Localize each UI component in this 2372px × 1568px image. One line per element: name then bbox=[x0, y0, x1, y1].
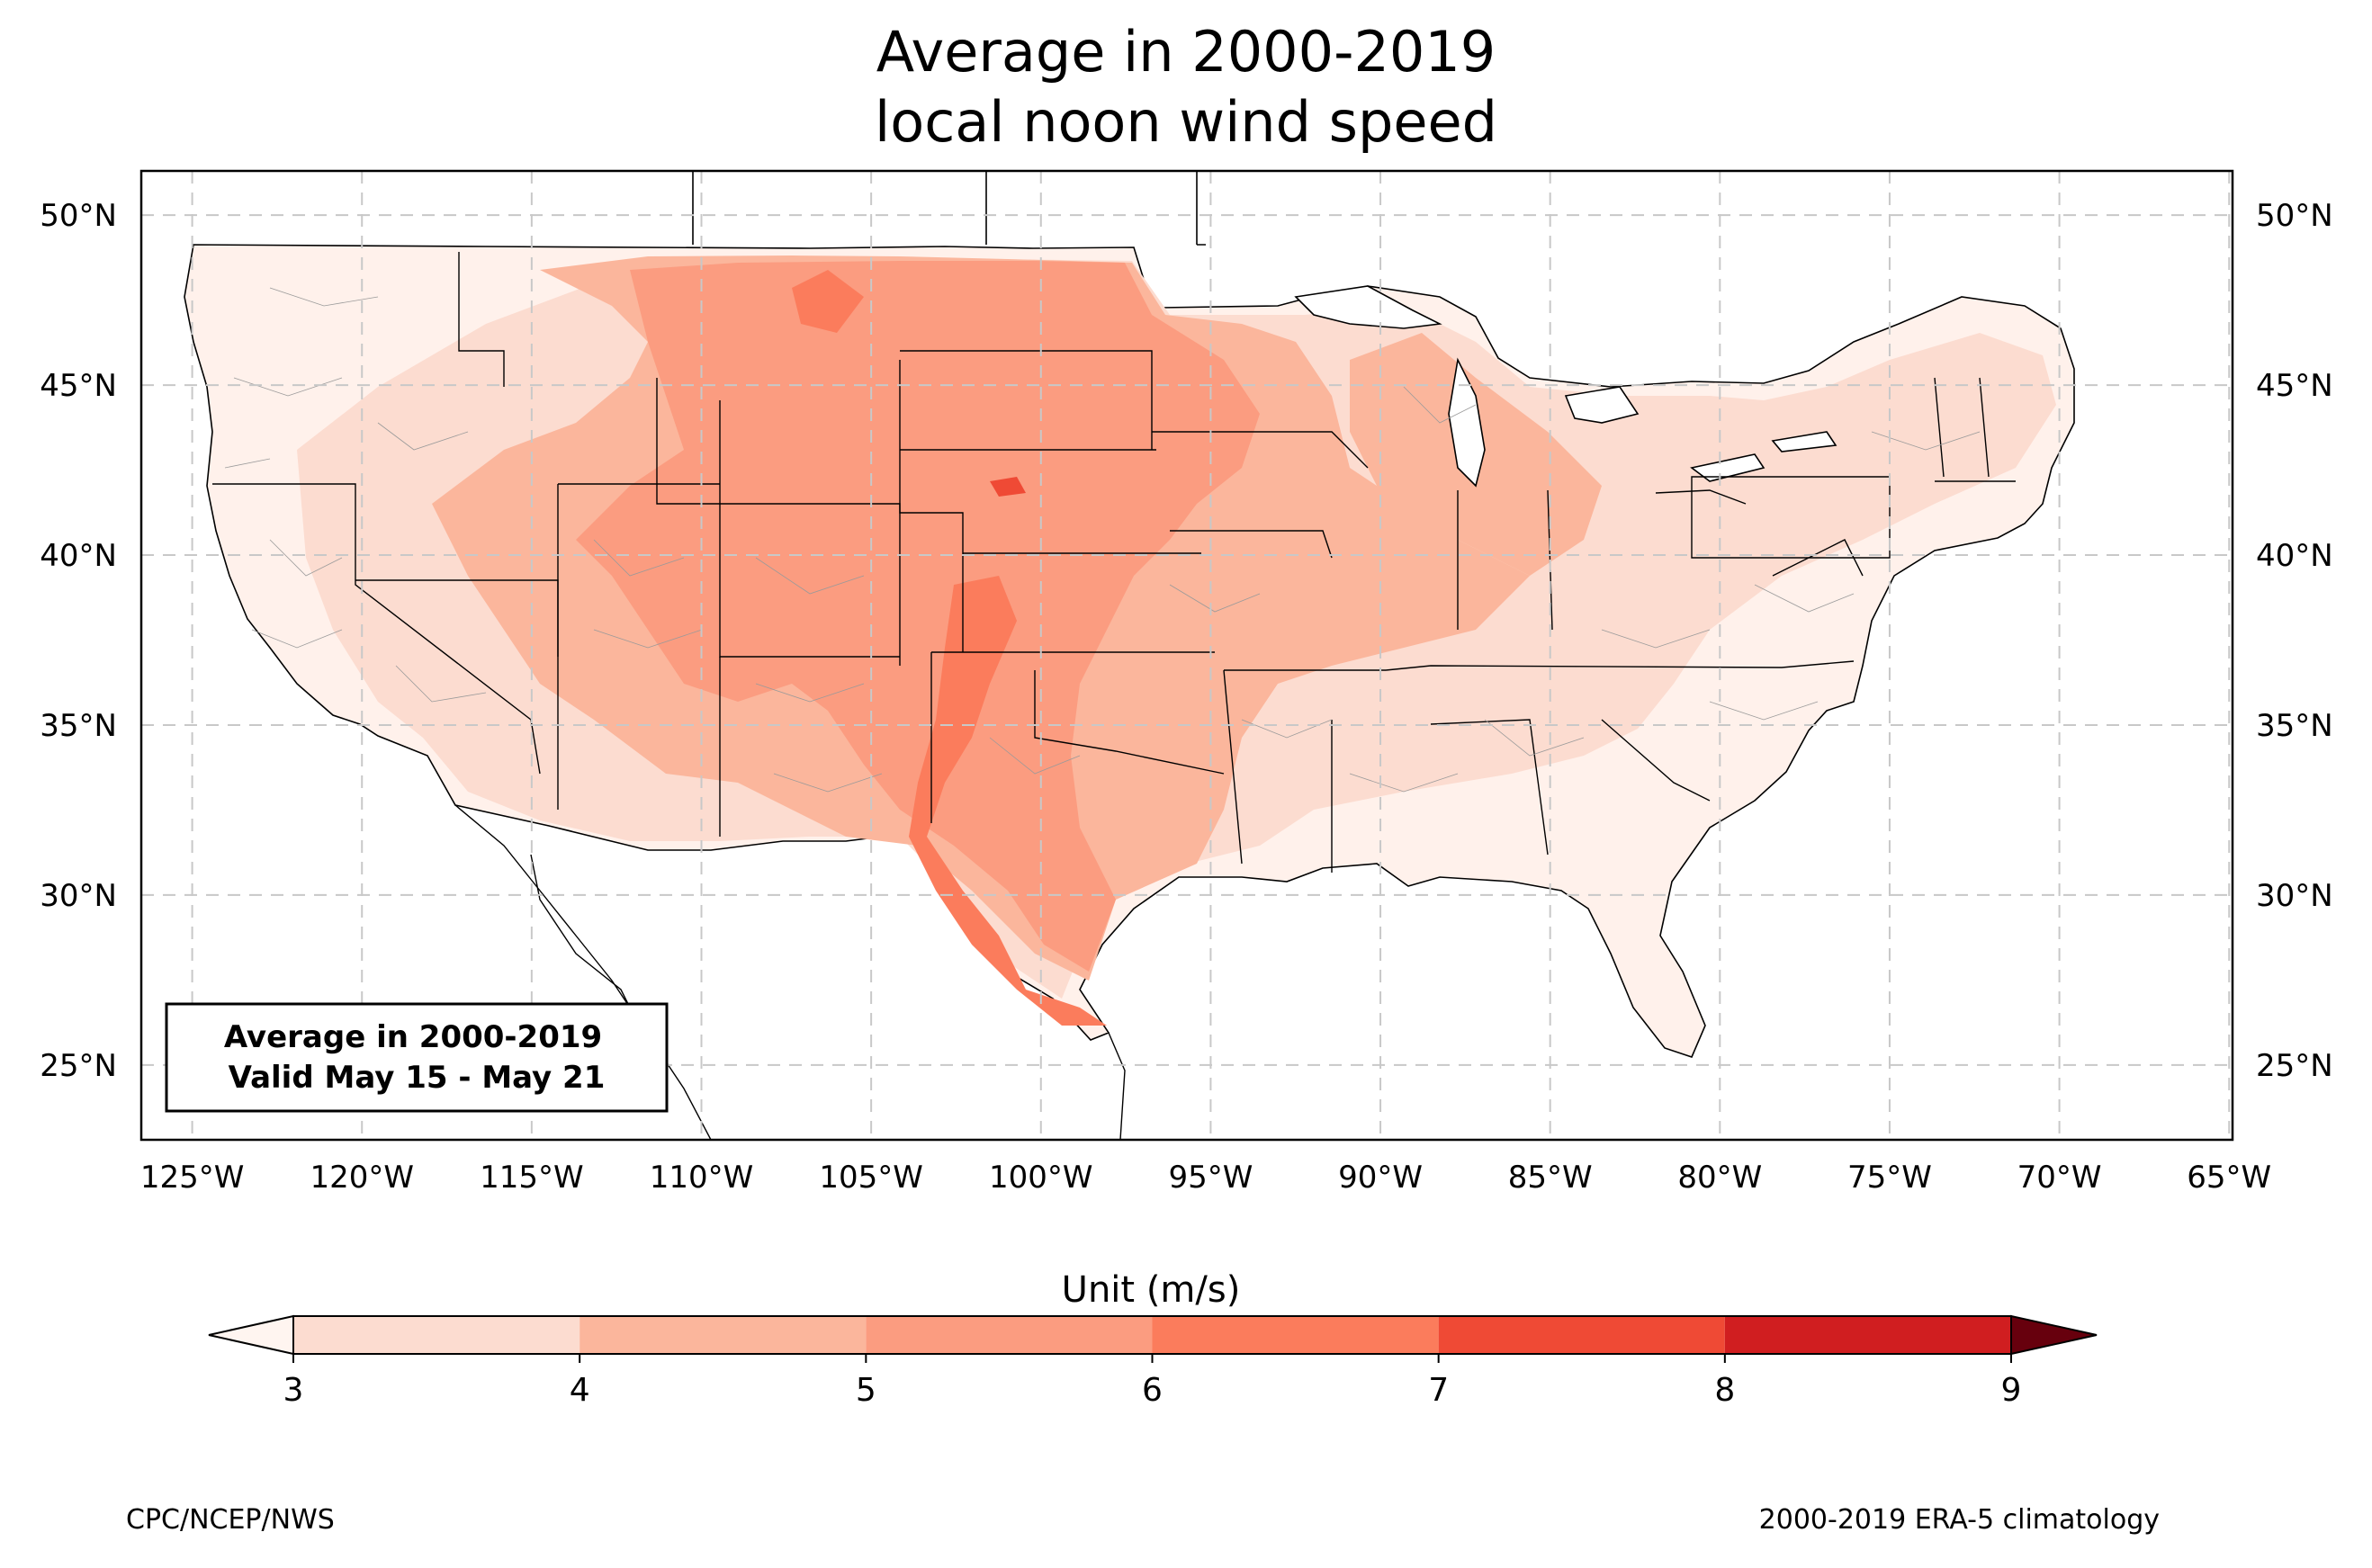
lon-tick-label: 75°W bbox=[1847, 1160, 1932, 1196]
lon-tick-label: 70°W bbox=[2017, 1160, 2102, 1196]
colorbar-segment bbox=[1152, 1316, 1439, 1354]
lon-tick-label: 100°W bbox=[989, 1160, 1093, 1196]
colorbar-tick-label: 6 bbox=[1142, 1372, 1163, 1409]
colorbar-tick-label: 9 bbox=[2001, 1372, 2022, 1409]
lat-tick-label: 40°N bbox=[40, 538, 117, 574]
lat-tick-label: 45°N bbox=[40, 368, 117, 404]
lon-tick-label: 95°W bbox=[1168, 1160, 1253, 1196]
colorbar-tick-label: 8 bbox=[1714, 1372, 1735, 1409]
contour-5-6 bbox=[576, 261, 1260, 972]
colorbar-segment bbox=[1724, 1316, 2011, 1354]
map-gridlines bbox=[141, 171, 2233, 1140]
colorbar-segment bbox=[1438, 1316, 1725, 1354]
lon-tick-label: 120°W bbox=[310, 1160, 414, 1196]
great-lakes bbox=[1294, 285, 1837, 488]
lat-tick-label: 25°N bbox=[2256, 1048, 2333, 1084]
lat-labels-right: 50°N 45°N 40°N 35°N 30°N 25°N bbox=[2256, 198, 2333, 1084]
lon-tick-label: 85°W bbox=[1508, 1160, 1593, 1196]
lat-labels-left: 50°N 45°N 40°N 35°N 30°N 25°N bbox=[40, 198, 117, 1084]
lat-tick-label: 40°N bbox=[2256, 538, 2333, 574]
lat-tick-label: 50°N bbox=[40, 198, 117, 234]
canada-border bbox=[692, 171, 1206, 246]
map-frame bbox=[139, 169, 2234, 1142]
lon-tick-label: 105°W bbox=[819, 1160, 923, 1196]
colorbar-label: Unit (m/s) bbox=[1062, 1269, 1241, 1311]
lat-tick-label: 30°N bbox=[40, 878, 117, 914]
colorbar-segment bbox=[293, 1316, 580, 1354]
contour-6-7 bbox=[792, 270, 864, 333]
lat-tick-label: 25°N bbox=[40, 1048, 117, 1084]
colorbar-tick-label: 7 bbox=[1428, 1372, 1449, 1409]
colorbar-tick-label: 3 bbox=[283, 1372, 304, 1409]
annotation-line1: Average in 2000-2019 bbox=[224, 1019, 602, 1055]
colorbar-tick-label: 5 bbox=[856, 1372, 876, 1409]
contour-6-7-texas bbox=[909, 576, 1107, 1026]
lat-tick-label: 35°N bbox=[2256, 708, 2333, 744]
colorbar-under-arrow bbox=[208, 1314, 294, 1356]
lat-tick-label: 30°N bbox=[2256, 878, 2333, 914]
state-boundaries bbox=[212, 252, 2016, 873]
colorbar-over-arrow bbox=[2010, 1314, 2098, 1356]
colorbar: 3 4 5 6 7 8 9 bbox=[208, 1314, 2098, 1409]
lon-tick-label: 65°W bbox=[2187, 1160, 2271, 1196]
annotation-line2: Valid May 15 - May 21 bbox=[229, 1060, 606, 1096]
lat-tick-label: 35°N bbox=[40, 708, 117, 744]
lon-tick-label: 80°W bbox=[1677, 1160, 1762, 1196]
lon-tick-label: 125°W bbox=[140, 1160, 245, 1196]
lon-tick-label: 90°W bbox=[1338, 1160, 1423, 1196]
lat-tick-label: 50°N bbox=[2256, 198, 2333, 234]
contour-6-7-kansas bbox=[990, 477, 1026, 497]
footer-source: 2000-2019 ERA-5 climatology bbox=[1758, 1504, 2160, 1536]
footer-credit: CPC/NCEP/NWS bbox=[126, 1504, 335, 1536]
lon-labels: 125°W 120°W 115°W 110°W 105°W 100°W 95°W 90°W 85… bbox=[140, 1160, 2271, 1196]
colorbar-segment bbox=[866, 1316, 1153, 1354]
map-annotation-box: Average in 2000-2019 Valid May 15 - May … bbox=[165, 1002, 669, 1113]
colorbar-segment bbox=[580, 1316, 867, 1354]
lon-tick-label: 110°W bbox=[650, 1160, 754, 1196]
county-lines bbox=[224, 287, 1981, 793]
map-title-line1: Average in 2000-2019 bbox=[876, 19, 1496, 85]
colorbar-tick-label: 4 bbox=[570, 1372, 590, 1409]
lat-tick-label: 45°N bbox=[2256, 368, 2333, 404]
lon-tick-label: 115°W bbox=[480, 1160, 584, 1196]
map-title-line2: local noon wind speed bbox=[875, 89, 1497, 155]
